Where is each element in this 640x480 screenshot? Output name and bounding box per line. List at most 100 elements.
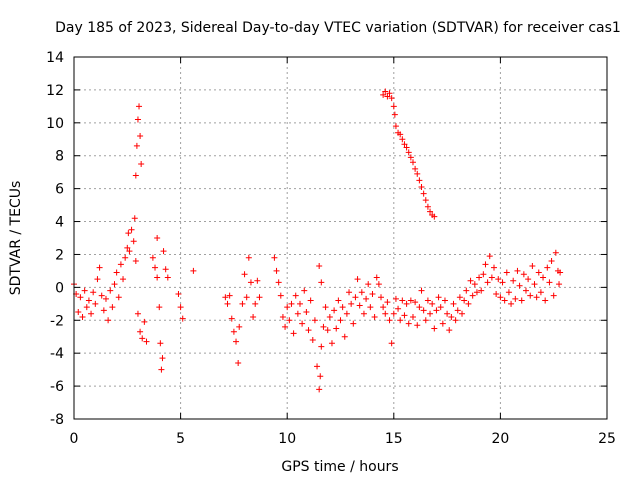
data-point	[79, 313, 86, 320]
data-point	[252, 300, 259, 307]
data-point	[299, 320, 306, 327]
data-point	[433, 307, 440, 314]
data-point	[527, 292, 534, 299]
data-point	[414, 170, 421, 177]
data-point	[152, 264, 159, 271]
data-point	[435, 294, 442, 301]
data-point	[418, 287, 425, 294]
data-point	[427, 208, 434, 215]
data-point	[416, 304, 423, 311]
data-point	[518, 297, 525, 304]
data-point	[316, 262, 323, 269]
data-point	[125, 230, 132, 237]
data-point	[378, 294, 385, 301]
data-point	[392, 123, 399, 130]
data-point	[488, 274, 495, 281]
data-point	[557, 269, 564, 276]
data-point	[514, 267, 521, 274]
data-point	[81, 287, 88, 294]
data-point	[131, 215, 138, 222]
y-tick-label: 6	[55, 182, 64, 198]
data-point	[124, 244, 131, 251]
data-point	[134, 310, 141, 317]
data-point	[537, 289, 544, 296]
data-point	[414, 322, 421, 329]
data-point	[137, 132, 144, 139]
data-point	[497, 294, 504, 301]
data-point	[546, 279, 553, 286]
data-point	[115, 294, 122, 301]
data-point	[130, 238, 137, 245]
data-point	[343, 310, 350, 317]
data-point	[322, 304, 329, 311]
data-point	[427, 310, 434, 317]
data-point	[233, 338, 240, 345]
data-point	[407, 154, 414, 161]
data-point	[154, 274, 161, 281]
data-point	[102, 295, 109, 302]
data-point	[363, 295, 370, 302]
data-point	[459, 310, 466, 317]
data-points	[71, 88, 564, 393]
data-point	[177, 304, 184, 311]
data-point	[111, 281, 118, 288]
data-point	[96, 264, 103, 271]
data-point	[548, 258, 555, 265]
data-point	[245, 254, 252, 261]
data-point	[311, 317, 318, 324]
data-point	[83, 304, 90, 311]
data-point	[331, 307, 338, 314]
data-point	[516, 282, 523, 289]
data-point	[324, 327, 331, 334]
data-point	[230, 328, 237, 335]
data-point	[409, 313, 416, 320]
data-point	[392, 295, 399, 302]
y-tick-label: -4	[50, 346, 64, 362]
data-point	[556, 281, 563, 288]
data-point	[478, 287, 485, 294]
data-point	[107, 287, 114, 294]
data-point	[542, 297, 549, 304]
data-point	[137, 328, 144, 335]
data-point	[382, 88, 389, 95]
data-point	[418, 183, 425, 190]
data-point	[491, 264, 498, 271]
data-point	[405, 320, 412, 327]
x-tick-label: 15	[385, 431, 403, 447]
data-point	[88, 310, 95, 317]
data-point	[236, 323, 243, 330]
data-point	[367, 304, 374, 311]
data-point	[314, 363, 321, 370]
data-point	[482, 261, 489, 268]
data-point	[463, 287, 470, 294]
data-point	[346, 289, 353, 296]
data-point	[444, 310, 451, 317]
data-point	[333, 325, 340, 332]
data-point	[380, 91, 387, 98]
data-point	[461, 297, 468, 304]
data-point	[437, 304, 444, 311]
y-tick-label: 8	[55, 149, 64, 165]
data-point	[105, 317, 112, 324]
data-point	[352, 294, 359, 301]
x-axis-label: GPS time / hours	[281, 459, 398, 475]
data-point	[384, 299, 391, 306]
data-point	[139, 335, 146, 342]
data-point	[179, 315, 186, 322]
y-tick-label: 10	[46, 116, 64, 132]
data-point	[303, 309, 310, 316]
data-point	[348, 300, 355, 307]
data-point	[292, 292, 299, 299]
data-point	[420, 190, 427, 197]
data-point	[256, 294, 263, 301]
data-point	[388, 340, 395, 347]
data-point	[431, 325, 438, 332]
data-point	[339, 304, 346, 311]
data-point	[92, 300, 99, 307]
data-point	[275, 279, 282, 286]
data-point	[365, 281, 372, 288]
data-point	[467, 277, 474, 284]
data-point	[318, 343, 325, 350]
data-point	[241, 271, 248, 278]
